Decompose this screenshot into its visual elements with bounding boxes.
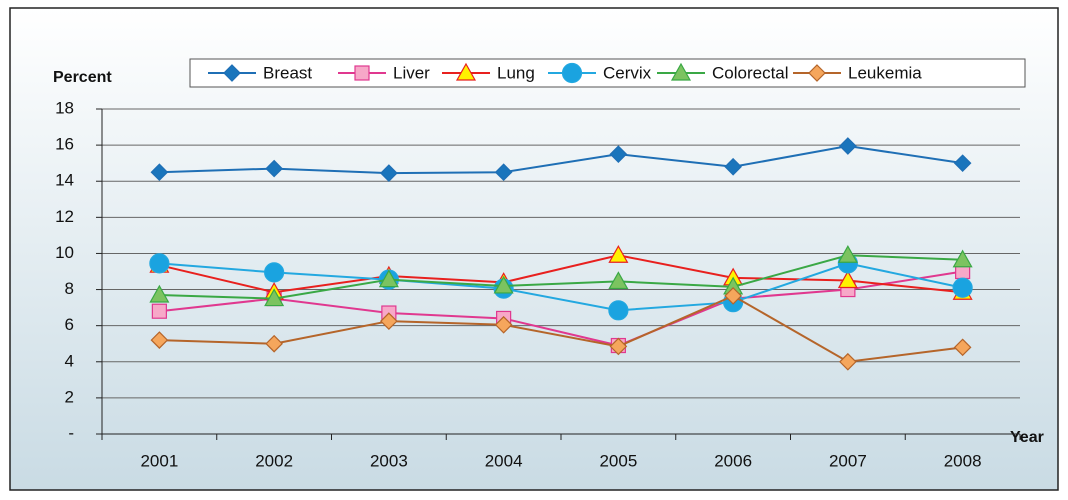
legend-label: Colorectal [712, 63, 789, 82]
data-point [952, 277, 973, 298]
data-point [837, 270, 858, 289]
data-point [837, 245, 858, 263]
data-point [264, 288, 285, 307]
data-point [494, 163, 513, 182]
data-point [378, 269, 399, 288]
x-tick-label: 2001 [140, 451, 178, 470]
x-tick-label: 2003 [370, 451, 408, 470]
x-tick-label: 2004 [485, 451, 523, 470]
data-point [149, 253, 170, 274]
legend-label: Breast [263, 63, 312, 82]
data-point [609, 337, 628, 356]
y-tick-label: 2 [65, 387, 74, 406]
legend-marker [670, 62, 692, 81]
y-tick-label: 16 [55, 135, 74, 154]
series-line [159, 262, 963, 312]
legend-label: Leukemia [848, 63, 922, 82]
y-tick-label: 8 [65, 279, 74, 298]
frame [9, 7, 1059, 491]
series-line [159, 254, 963, 294]
data-point [952, 249, 973, 268]
data-point [265, 159, 283, 178]
data-point [724, 287, 742, 305]
y-axis-label: Percent [53, 69, 112, 86]
data-point [380, 164, 398, 182]
legend-marker [223, 64, 241, 82]
data-point [609, 145, 628, 163]
legend-box [189, 58, 1026, 88]
legend-marker [354, 65, 370, 81]
data-point [150, 331, 169, 349]
data-point [149, 284, 170, 303]
series-line [159, 254, 963, 300]
x-tick-label: 2005 [599, 451, 637, 470]
legend-label: Cervix [603, 63, 652, 82]
data-point [380, 312, 398, 331]
legend-marker [561, 62, 583, 84]
x-tick-label: 2007 [829, 451, 867, 470]
series-line [159, 270, 963, 347]
legend-label: Liver [393, 63, 430, 82]
series-line [159, 294, 963, 363]
y-tick-label: 6 [65, 315, 74, 334]
x-tick-label: 2006 [714, 451, 752, 470]
x-tick-label: 2002 [255, 451, 293, 470]
y-tick-label: 10 [55, 243, 74, 262]
data-point [608, 245, 629, 263]
series-line [159, 145, 963, 175]
x-axis-label: Year [1010, 429, 1044, 446]
legend-marker [455, 62, 477, 81]
y-tick-label: - [68, 423, 74, 442]
data-point [608, 271, 629, 290]
data-point [264, 262, 285, 283]
data-point [494, 315, 513, 334]
y-tick-label: 14 [55, 171, 74, 190]
legend-label: Lung [497, 63, 535, 82]
data-point [953, 154, 972, 173]
data-point [493, 275, 514, 294]
data-point [724, 157, 742, 176]
y-tick-label: 18 [55, 98, 74, 117]
data-point [839, 352, 857, 371]
y-tick-label: 12 [55, 207, 74, 226]
y-tick-label: 4 [65, 351, 74, 370]
data-point [265, 334, 283, 353]
data-point [150, 163, 169, 182]
data-point [151, 303, 167, 319]
data-point [608, 300, 629, 321]
data-point [953, 338, 972, 357]
legend-marker [808, 64, 826, 82]
x-tick-label: 2008 [944, 451, 982, 470]
data-point [839, 137, 857, 155]
